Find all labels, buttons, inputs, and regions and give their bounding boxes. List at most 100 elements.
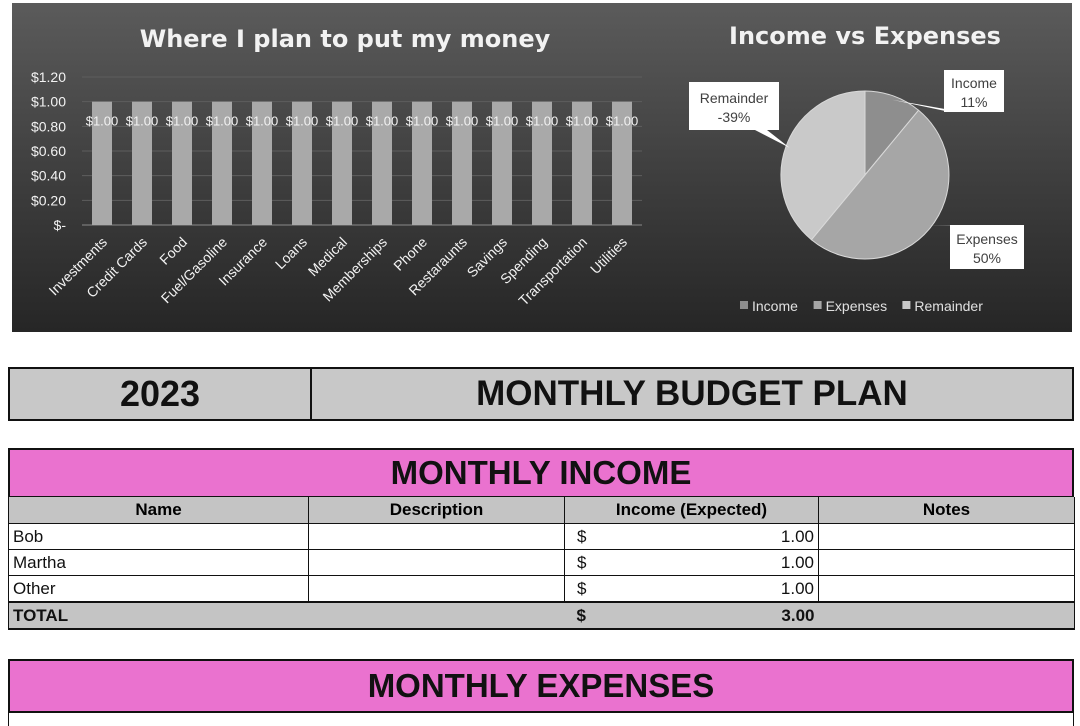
bar-chart-where-i-plan-to-put-my-money[interactable]: Where I plan to put my money $- $0.20 $0.4… bbox=[12, 3, 658, 332]
bar-chart-svg: Where I plan to put my money $- $0.20 $0.4… bbox=[31, 25, 642, 309]
amount-value: 1.00 bbox=[780, 526, 814, 546]
amount-value: 1.00 bbox=[780, 578, 814, 598]
monthly-income-header[interactable]: MONTHLY INCOME bbox=[8, 448, 1074, 498]
data-label: $1.00 bbox=[366, 114, 399, 129]
bar[interactable] bbox=[92, 101, 112, 225]
income-table: Name Description Income (Expected) Notes… bbox=[8, 497, 1075, 630]
cell-name[interactable]: Martha bbox=[8, 549, 309, 576]
bar[interactable] bbox=[292, 101, 312, 225]
income-table-header-row: Name Description Income (Expected) Notes bbox=[8, 497, 1075, 524]
cell-description[interactable] bbox=[308, 523, 565, 550]
y-tick-label: $- bbox=[54, 217, 67, 233]
bar[interactable] bbox=[572, 101, 592, 225]
table-row: Bob $1.00 bbox=[8, 523, 1075, 550]
legend-swatch bbox=[813, 301, 822, 309]
column-header-notes[interactable]: Notes bbox=[818, 497, 1075, 524]
data-label: $1.00 bbox=[326, 114, 359, 129]
data-label: $1.00 bbox=[606, 114, 639, 129]
bar-chart-title: Where I plan to put my money bbox=[140, 25, 551, 53]
category-label: Utilities bbox=[587, 234, 630, 277]
total-amount-cell[interactable]: $3.00 bbox=[564, 601, 819, 630]
cell-notes[interactable] bbox=[818, 549, 1075, 576]
data-label: $1.00 bbox=[246, 114, 279, 129]
pie-chart-title: Income vs Expenses bbox=[729, 22, 1001, 50]
pie-slice-expenses[interactable] bbox=[810, 109, 950, 260]
table-row: Martha $1.00 bbox=[8, 549, 1075, 576]
budget-year[interactable]: 2023 bbox=[10, 369, 312, 419]
total-description-cell[interactable] bbox=[308, 601, 565, 630]
y-tick-label: $0.20 bbox=[31, 192, 66, 208]
data-label: $1.00 bbox=[206, 114, 239, 129]
slice-label-name: Remainder bbox=[700, 90, 769, 106]
budget-plan-title[interactable]: MONTHLY BUDGET PLAN bbox=[476, 374, 908, 413]
slice-label-percent: 50% bbox=[973, 250, 1001, 266]
budget-banner: 2023 MONTHLY BUDGET PLAN bbox=[8, 367, 1074, 421]
bar[interactable] bbox=[612, 101, 632, 225]
monthly-expenses-header[interactable]: MONTHLY EXPENSES bbox=[8, 659, 1074, 713]
cell-income-expected[interactable]: $1.00 bbox=[564, 575, 819, 603]
bar[interactable] bbox=[252, 101, 272, 225]
total-amount-value: 3.00 bbox=[781, 605, 815, 625]
callout-box bbox=[950, 225, 1024, 269]
pie-chart-svg: Income vs Expenses Income 11% Expenses 50% R… bbox=[689, 22, 1024, 314]
currency-symbol: $ bbox=[577, 552, 587, 572]
amount-value: 1.00 bbox=[780, 552, 814, 572]
data-label: $1.00 bbox=[486, 114, 519, 129]
total-row: TOTAL $3.00 bbox=[8, 601, 1075, 630]
bar[interactable] bbox=[532, 101, 552, 225]
data-label: $1.00 bbox=[526, 114, 559, 129]
cell-notes[interactable] bbox=[818, 523, 1075, 550]
total-label[interactable]: TOTAL bbox=[8, 601, 309, 630]
column-header-income-expected[interactable]: Income (Expected) bbox=[564, 497, 819, 524]
bar[interactable] bbox=[332, 101, 352, 225]
expenses-table-top-edge bbox=[8, 713, 1074, 726]
legend-entry[interactable]: Income bbox=[752, 298, 798, 314]
data-label: $1.00 bbox=[126, 114, 159, 129]
total-notes-cell[interactable] bbox=[818, 601, 1075, 630]
bar[interactable] bbox=[492, 101, 512, 225]
table-row: Other $1.00 bbox=[8, 575, 1075, 603]
cell-description[interactable] bbox=[308, 549, 565, 576]
currency-symbol: $ bbox=[577, 578, 587, 598]
cell-name[interactable]: Bob bbox=[8, 523, 309, 550]
slice-label-percent: 11% bbox=[961, 94, 988, 110]
category-label: Food bbox=[156, 234, 190, 268]
cell-description[interactable] bbox=[308, 575, 565, 603]
bar[interactable] bbox=[132, 101, 152, 225]
legend-entry[interactable]: Expenses bbox=[826, 298, 887, 314]
y-tick-label: $1.00 bbox=[31, 94, 66, 110]
bar[interactable] bbox=[212, 101, 232, 225]
legend-swatch bbox=[740, 301, 748, 309]
slice-label-name: Income bbox=[951, 75, 997, 91]
data-label: $1.00 bbox=[86, 114, 119, 129]
bar[interactable] bbox=[372, 101, 392, 225]
callout-pointer bbox=[755, 130, 790, 148]
cell-income-expected[interactable]: $1.00 bbox=[564, 523, 819, 550]
cell-name[interactable]: Other bbox=[8, 575, 309, 603]
bar[interactable] bbox=[172, 101, 192, 225]
slice-label-name: Expenses bbox=[956, 231, 1017, 247]
cell-income-expected[interactable]: $1.00 bbox=[564, 549, 819, 576]
total-currency-symbol: $ bbox=[576, 605, 586, 625]
y-tick-label: $1.20 bbox=[31, 69, 66, 85]
y-tick-label: $0.80 bbox=[31, 118, 66, 134]
legend-swatch bbox=[902, 301, 911, 309]
callout-box bbox=[689, 82, 779, 130]
data-label: $1.00 bbox=[566, 114, 599, 129]
currency-symbol: $ bbox=[577, 526, 587, 546]
data-label: $1.00 bbox=[166, 114, 199, 129]
bar[interactable] bbox=[452, 101, 472, 225]
column-header-description[interactable]: Description bbox=[308, 497, 565, 524]
pie-chart-income-vs-expenses[interactable]: Income vs Expenses Income 11% Expenses 50% R… bbox=[658, 3, 1072, 332]
y-tick-label: $0.60 bbox=[31, 143, 66, 159]
legend-entry[interactable]: Remainder bbox=[914, 298, 983, 314]
y-tick-label: $0.40 bbox=[31, 168, 66, 184]
data-label: $1.00 bbox=[406, 114, 439, 129]
data-label: $1.00 bbox=[286, 114, 319, 129]
callout-box bbox=[944, 70, 1004, 112]
slice-label-percent: -39% bbox=[718, 109, 751, 125]
pie-slice-remainder[interactable] bbox=[780, 90, 866, 241]
bar[interactable] bbox=[412, 101, 432, 225]
column-header-name[interactable]: Name bbox=[8, 497, 309, 524]
cell-notes[interactable] bbox=[818, 575, 1075, 603]
